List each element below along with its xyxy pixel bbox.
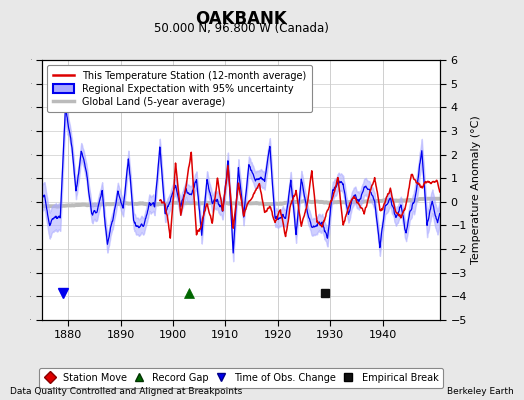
Text: Data Quality Controlled and Aligned at Breakpoints: Data Quality Controlled and Aligned at B… xyxy=(10,387,243,396)
Text: 50.000 N, 96.800 W (Canada): 50.000 N, 96.800 W (Canada) xyxy=(154,22,329,35)
Y-axis label: Temperature Anomaly (°C): Temperature Anomaly (°C) xyxy=(471,116,481,264)
Text: Berkeley Earth: Berkeley Earth xyxy=(447,387,514,396)
Text: OAKBANK: OAKBANK xyxy=(195,10,287,28)
Legend: Station Move, Record Gap, Time of Obs. Change, Empirical Break: Station Move, Record Gap, Time of Obs. C… xyxy=(39,368,443,388)
